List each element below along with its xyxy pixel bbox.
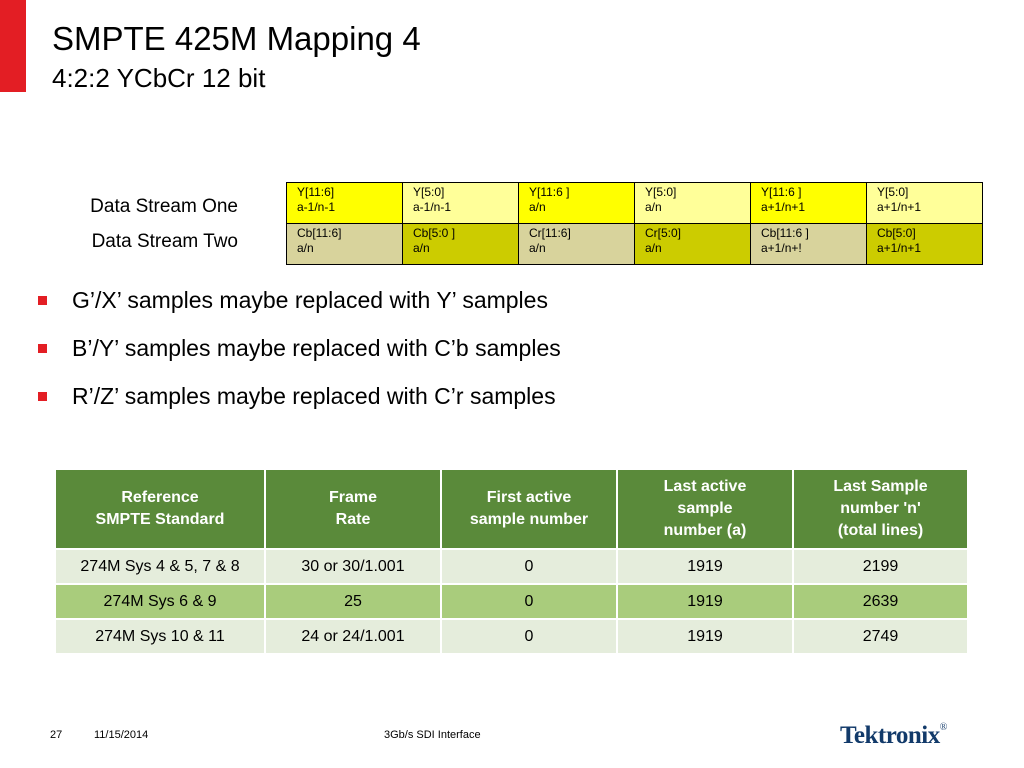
cell-bits: Cb[5:0] [877, 226, 916, 240]
cell-sample: a/n [645, 241, 662, 255]
table-cell: 0 [440, 548, 618, 585]
header-line: Reference [121, 489, 199, 506]
column-header: Reference SMPTE Standard [54, 468, 266, 550]
table-cell: 274M Sys 6 & 9 [54, 583, 266, 620]
header-line: Last active [663, 478, 747, 495]
bullet-text: G’/X’ samples maybe replaced with Y’ sam… [72, 287, 548, 313]
table-cell: 1919 [616, 583, 794, 620]
table-row: 274M Sys 6 & 9 25 0 1919 2639 [54, 583, 969, 620]
page-subtitle: 4:2:2 YCbCr 12 bit [52, 63, 266, 93]
table-cell: 2199 [792, 548, 969, 585]
header-line: sample number [469, 511, 589, 528]
cell-sample: a/n [297, 241, 314, 255]
table-cell: 0 [440, 583, 618, 620]
stream-two-row: Cb[11:6] a/n Cb[5:0 ] a/n Cr[11:6] a/n Cr[5… [286, 223, 983, 265]
header-line: Rate [335, 511, 371, 528]
mapping-cell: Cb[5:0 ] a/n [402, 223, 519, 265]
column-header: Last Sample number 'n' (total lines) [792, 468, 969, 550]
cell-bits: Cb[11:6 ] [761, 226, 809, 240]
cell-bits: Cr[11:6] [529, 226, 571, 240]
table-row: 274M Sys 4 & 5, 7 & 8 30 or 30/1.001 0 1… [54, 548, 969, 585]
cell-sample: a+1/n+1 [761, 200, 806, 214]
accent-bar [0, 0, 26, 92]
cell-sample: a/n [645, 200, 662, 214]
header-line: number (a) [663, 522, 747, 539]
cell-bits: Cb[11:6] [297, 226, 342, 240]
table-cell: 1919 [616, 618, 794, 655]
logo-wordmark: Tektronix [840, 722, 940, 749]
cell-sample: a+1/n+1 [877, 241, 922, 255]
cell-bits: Cb[5:0 ] [413, 226, 456, 240]
cell-sample: a+1/n+1 [877, 200, 922, 214]
mapping-cell: Cb[11:6] a/n [286, 223, 403, 265]
bullet-square-icon [38, 344, 47, 353]
column-header: Last active sample number (a) [616, 468, 794, 550]
table-cell: 1919 [616, 548, 794, 585]
cell-bits: Y[11:6] [297, 185, 335, 199]
stream-two-label: Data Stream Two [91, 231, 238, 252]
bullet-text: R’/Z’ samples maybe replaced with C’r sa… [72, 383, 556, 409]
table-cell: 25 [264, 583, 442, 620]
bullet-square-icon [38, 392, 47, 401]
mapping-table: Y[11:6] a-1/n-1 Y[5:0] a-1/n-1 Y[11:6 ] a/n… [286, 182, 983, 265]
bullet-list: G’/X’ samples maybe replaced with Y’ sam… [36, 286, 561, 430]
tektronix-logo: Tektronix® [840, 722, 947, 750]
bullet-text: B’/Y’ samples maybe replaced with C’b sa… [72, 335, 561, 361]
stream-one-row: Y[11:6] a-1/n-1 Y[5:0] a-1/n-1 Y[11:6 ] a/n… [286, 182, 983, 224]
mapping-cell: Cb[11:6 ] a+1/n+! [750, 223, 867, 265]
table-row: 274M Sys 10 & 11 24 or 24/1.001 0 1919 2… [54, 618, 969, 655]
cell-bits: Y[5:0] [413, 185, 445, 199]
mapping-cell: Cr[11:6] a/n [518, 223, 635, 265]
footer-date: 11/15/2014 [94, 729, 149, 741]
header-line: Last Sample [833, 478, 928, 495]
table-cell: 274M Sys 4 & 5, 7 & 8 [54, 548, 266, 585]
table-cell: 30 or 30/1.001 [264, 548, 442, 585]
cell-sample: a/n [529, 241, 546, 255]
table-cell: 0 [440, 618, 618, 655]
mapping-cell: Y[5:0] a+1/n+1 [866, 182, 983, 224]
page-number: 27 [50, 729, 63, 741]
bullet-item: B’/Y’ samples maybe replaced with C’b sa… [36, 334, 561, 362]
table-cell: 24 or 24/1.001 [264, 618, 442, 655]
mapping-cell: Y[11:6 ] a+1/n+1 [750, 182, 867, 224]
column-header: Frame Rate [264, 468, 442, 550]
bullet-item: G’/X’ samples maybe replaced with Y’ sam… [36, 286, 561, 314]
cell-sample: a/n [529, 200, 546, 214]
registered-mark-icon: ® [939, 722, 948, 733]
cell-sample: a/n [413, 241, 430, 255]
header-line: number 'n' [840, 500, 921, 517]
mapping-cell: Cr[5:0] a/n [634, 223, 751, 265]
header-line: SMPTE Standard [95, 511, 225, 528]
table-header-row: Reference SMPTE Standard Frame Rate First … [54, 468, 969, 550]
bullet-item: R’/Z’ samples maybe replaced with C’r sa… [36, 382, 561, 410]
header-line: sample [677, 500, 733, 517]
stream-one-label: Data Stream One [90, 196, 238, 217]
header-line: First active [486, 489, 572, 506]
table-cell: 2749 [792, 618, 969, 655]
cell-bits: Y[11:6 ] [529, 185, 570, 199]
cell-bits: Y[11:6 ] [761, 185, 802, 199]
table-cell: 2639 [792, 583, 969, 620]
header-line: (total lines) [837, 522, 924, 539]
cell-sample: a-1/n-1 [413, 200, 452, 214]
mapping-cell: Y[11:6] a-1/n-1 [286, 182, 403, 224]
bullet-square-icon [38, 296, 47, 305]
cell-sample: a-1/n-1 [297, 200, 336, 214]
cell-bits: Cr[5:0] [645, 226, 682, 240]
cell-bits: Y[5:0] [877, 185, 909, 199]
header-line: Frame [328, 489, 378, 506]
table-cell: 274M Sys 10 & 11 [54, 618, 266, 655]
mapping-cell: Y[5:0] a/n [634, 182, 751, 224]
mapping-cell: Y[11:6 ] a/n [518, 182, 635, 224]
mapping-cell: Y[5:0] a-1/n-1 [402, 182, 519, 224]
cell-sample: a+1/n+! [761, 241, 802, 255]
cell-bits: Y[5:0] [645, 185, 677, 199]
column-header: First active sample number [440, 468, 618, 550]
mapping-cell: Cb[5:0] a+1/n+1 [866, 223, 983, 265]
reference-table: Reference SMPTE Standard Frame Rate First … [54, 468, 969, 655]
page-title: SMPTE 425M Mapping 4 [52, 20, 421, 57]
footer-title: 3Gb/s SDI Interface [384, 729, 481, 741]
